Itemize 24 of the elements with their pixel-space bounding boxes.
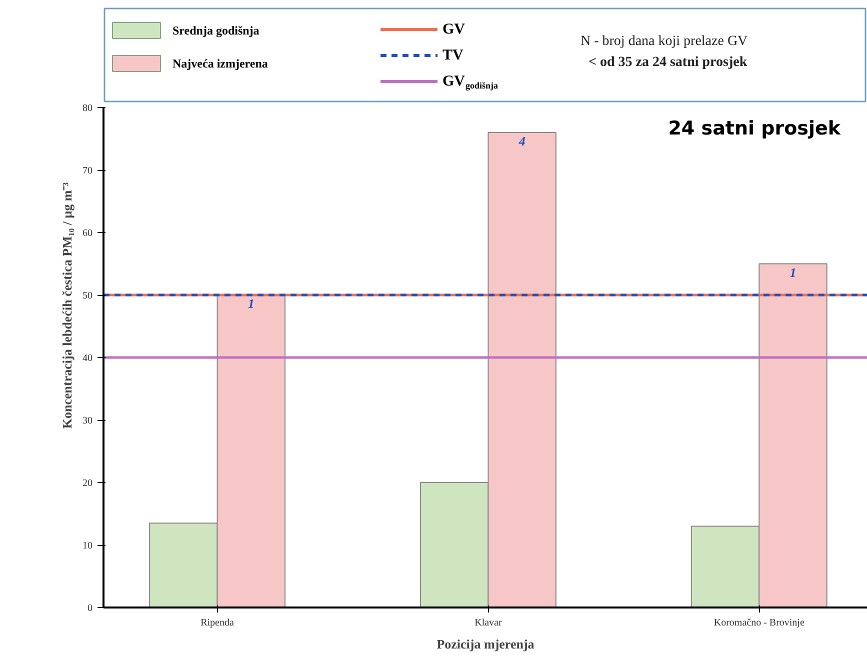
annotation: 4 (518, 134, 526, 148)
x-tick-label: Klavar (474, 618, 502, 628)
x-axis-title: Pozicija mjerenja (436, 636, 535, 652)
legend-label: GV (442, 22, 466, 38)
y-tick-label: 0 (88, 603, 92, 614)
y-tick-label: 50 (82, 290, 92, 302)
y-tick-label: 80 (82, 103, 92, 114)
text: 24 satni prosjek (668, 118, 841, 140)
y-axis-title: Koncentracija lebdećih čestica PM₁₀ / μg m⁻³ (60, 182, 74, 429)
text: < od 35 za 24 satni prosjek (588, 55, 748, 70)
legend-label: TV (442, 48, 464, 64)
y-tick-label: 10 (82, 540, 92, 552)
annotation: 1 (790, 264, 796, 280)
x-tick-label: Koromačno - Brovinje (714, 618, 805, 628)
annotation: 1 (248, 296, 254, 311)
legend-label: Najveća izmjerena (172, 56, 268, 70)
y-tick-label: 20 (82, 478, 92, 489)
legend-label: Srednja godišnja (172, 24, 260, 38)
y-tick-label: 30 (82, 416, 92, 426)
y-tick-label: 70 (82, 166, 92, 176)
y-tick-label: 60 (82, 228, 92, 239)
y-tick-label: 40 (82, 353, 92, 364)
text: N - broj dana koji prelaze GV (580, 34, 748, 49)
x-tick-label: Ripenda (200, 618, 235, 628)
